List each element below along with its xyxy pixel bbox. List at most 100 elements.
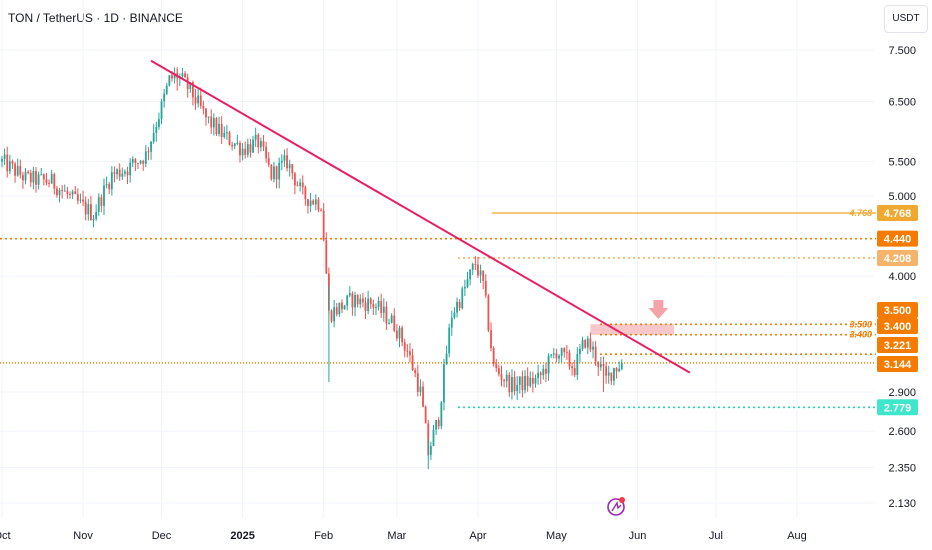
price-tag-label: 3.400 [884,321,912,333]
candle-body [6,154,9,172]
time-tick-label: Oct [0,530,11,542]
price-tag-label: 4.440 [884,234,912,246]
candle-body [597,361,600,368]
candle-body [288,164,291,169]
price-tick-label: 2.600 [888,426,916,438]
candle-body [37,174,40,185]
candle-body [123,171,126,174]
candle-body [118,169,121,177]
candle-body [385,306,388,324]
candle-body [191,82,194,98]
candle-body [74,191,77,195]
price-tick-label: 4.000 [888,271,916,283]
time-tick-label: Nov [73,530,93,542]
candle-body [516,384,519,392]
candle-body [1,158,3,162]
candle-body [382,306,385,313]
candle-body [16,166,19,176]
candle-body [367,298,370,311]
candle-body [14,163,16,176]
candle-body [341,302,343,310]
candle-body [450,317,453,328]
candle-body [89,204,92,221]
candle-body [466,279,469,287]
candle-body [422,386,424,407]
candle-body [11,161,14,164]
candle-body [513,377,516,392]
candle-body [280,160,283,163]
candle-body [56,188,58,196]
candle-body [8,161,11,172]
candle-body [558,355,560,359]
candle-body [48,182,50,184]
candle-body [330,310,333,322]
candle-body [137,162,139,164]
time-tick-label: Jul [709,530,723,542]
candle-body [429,445,432,455]
candle-body [401,327,404,343]
candle-body [244,148,247,155]
candle-body [526,375,529,386]
price-tags: 4.768 4.440 4.208 3.500 3.400 3.221 3.144 2.779 [877,205,918,416]
candle-body [545,368,547,374]
candle-body [314,199,317,205]
candle-body [579,348,581,354]
candle-body [194,97,197,104]
candle-body [259,141,262,148]
candle-body [539,372,542,376]
currency-button[interactable]: USDT [884,5,928,33]
candle-body [424,406,427,424]
zone-layer [590,324,675,335]
candle-body [542,368,545,376]
notification-dot-icon [619,497,625,503]
time-tick-label: Feb [314,530,333,542]
candle-body [307,199,309,207]
price-tag [877,318,918,334]
candle-body [110,172,113,190]
price-tick-label: 5.500 [888,157,916,169]
candle-body [474,263,477,265]
candle-body [257,134,260,148]
candle-body [388,322,390,324]
candle-body [511,377,513,393]
candle-body [524,375,526,391]
price-tag-label: 3.144 [884,359,912,371]
candle-body [40,174,43,176]
candle-body [335,307,338,315]
candle-body [27,171,30,173]
candle-body [435,420,438,430]
candle-body [346,295,349,306]
price-tag [877,205,918,222]
candle-body [252,139,254,153]
event-marker-icon [607,498,625,516]
candle-body [518,376,521,385]
time-tick-label: Apr [469,530,486,542]
down-arrow-icon [648,300,669,319]
price-tick-label: 2.350 [888,463,916,475]
candle-body [100,197,103,206]
candle-body [618,368,621,372]
price-tick-label: 5.000 [888,191,916,203]
candle-body [584,339,587,348]
candle-body [95,211,98,220]
candle-body [437,420,440,427]
candle-body [233,143,236,147]
candle-body [19,166,22,176]
candle-body [537,372,540,379]
candle-body [199,95,202,106]
candle-body [71,191,74,195]
candle-body [500,374,503,380]
candle-body [377,300,380,307]
event-marker-icon [611,501,622,512]
candle-body [273,166,275,180]
candle-body [262,141,265,147]
candle-body [409,351,411,356]
candle-body [458,301,461,309]
price-tag-label: 3.221 [884,340,912,352]
candle-body [443,364,445,403]
candle-body [53,173,56,189]
candle-body [103,185,105,206]
candle-body [351,293,354,308]
candle-body [32,170,35,183]
